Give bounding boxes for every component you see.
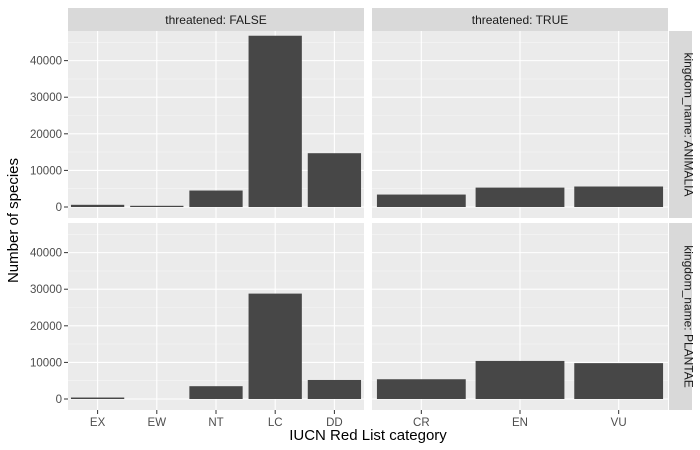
column-strip-label-1: threatened: TRUE (472, 13, 569, 27)
row-strip-1 (669, 223, 692, 410)
bar-dd-r0-c0 (307, 153, 362, 207)
y-tick-label: 10000 (30, 165, 62, 177)
row-strip-label-0: kingdom_name: ANIMALIA (682, 52, 696, 196)
x-tick-label: EN (512, 417, 528, 429)
x-tick-label: LC (268, 417, 283, 429)
y-tick-label: 0 (56, 394, 62, 406)
y-tick-label: 0 (56, 202, 62, 214)
bar-ex-r0-c0 (70, 204, 125, 207)
y-tick-label: 30000 (30, 92, 62, 104)
x-tick-label: NT (208, 417, 223, 429)
y-tick-label: 20000 (30, 129, 62, 141)
row-strip-0 (669, 31, 692, 218)
bar-lc-r1-c0 (248, 293, 302, 399)
bar-en-r1-c1 (475, 360, 565, 399)
bar-nt-r0-c0 (189, 190, 243, 207)
bar-cr-r0-c1 (376, 194, 466, 207)
row-strip-label-1: kingdom_name: PLANTAE (682, 245, 696, 388)
x-tick-label: EX (90, 417, 106, 429)
x-axis-title: IUCN Red List category (289, 427, 447, 444)
bar-ex-r1-c0 (70, 397, 125, 399)
y-tick-label: 40000 (30, 56, 62, 68)
y-tick-label: 30000 (30, 284, 62, 296)
bar-cr-r1-c1 (376, 379, 466, 399)
x-tick-label: VU (611, 417, 627, 429)
bar-lc-r0-c0 (248, 35, 302, 207)
bar-ew-r0-c0 (130, 205, 184, 207)
y-tick-label: 10000 (30, 357, 62, 369)
bar-vu-r1-c1 (574, 363, 664, 399)
bar-vu-r0-c1 (574, 186, 664, 207)
y-axis-title: Number of species (5, 158, 22, 283)
column-strip-label-0: threatened: FALSE (165, 13, 266, 27)
x-tick-label: CR (413, 417, 430, 429)
bar-dd-r1-c0 (307, 379, 362, 399)
bar-nt-r1-c0 (189, 386, 243, 399)
x-tick-label: EW (148, 417, 167, 429)
bar-en-r0-c1 (475, 187, 565, 207)
column-strip-0 (68, 8, 364, 31)
x-tick-label: DD (326, 417, 343, 429)
y-tick-label: 20000 (30, 321, 62, 333)
y-tick-label: 40000 (30, 248, 62, 260)
column-strip-1 (372, 8, 668, 31)
